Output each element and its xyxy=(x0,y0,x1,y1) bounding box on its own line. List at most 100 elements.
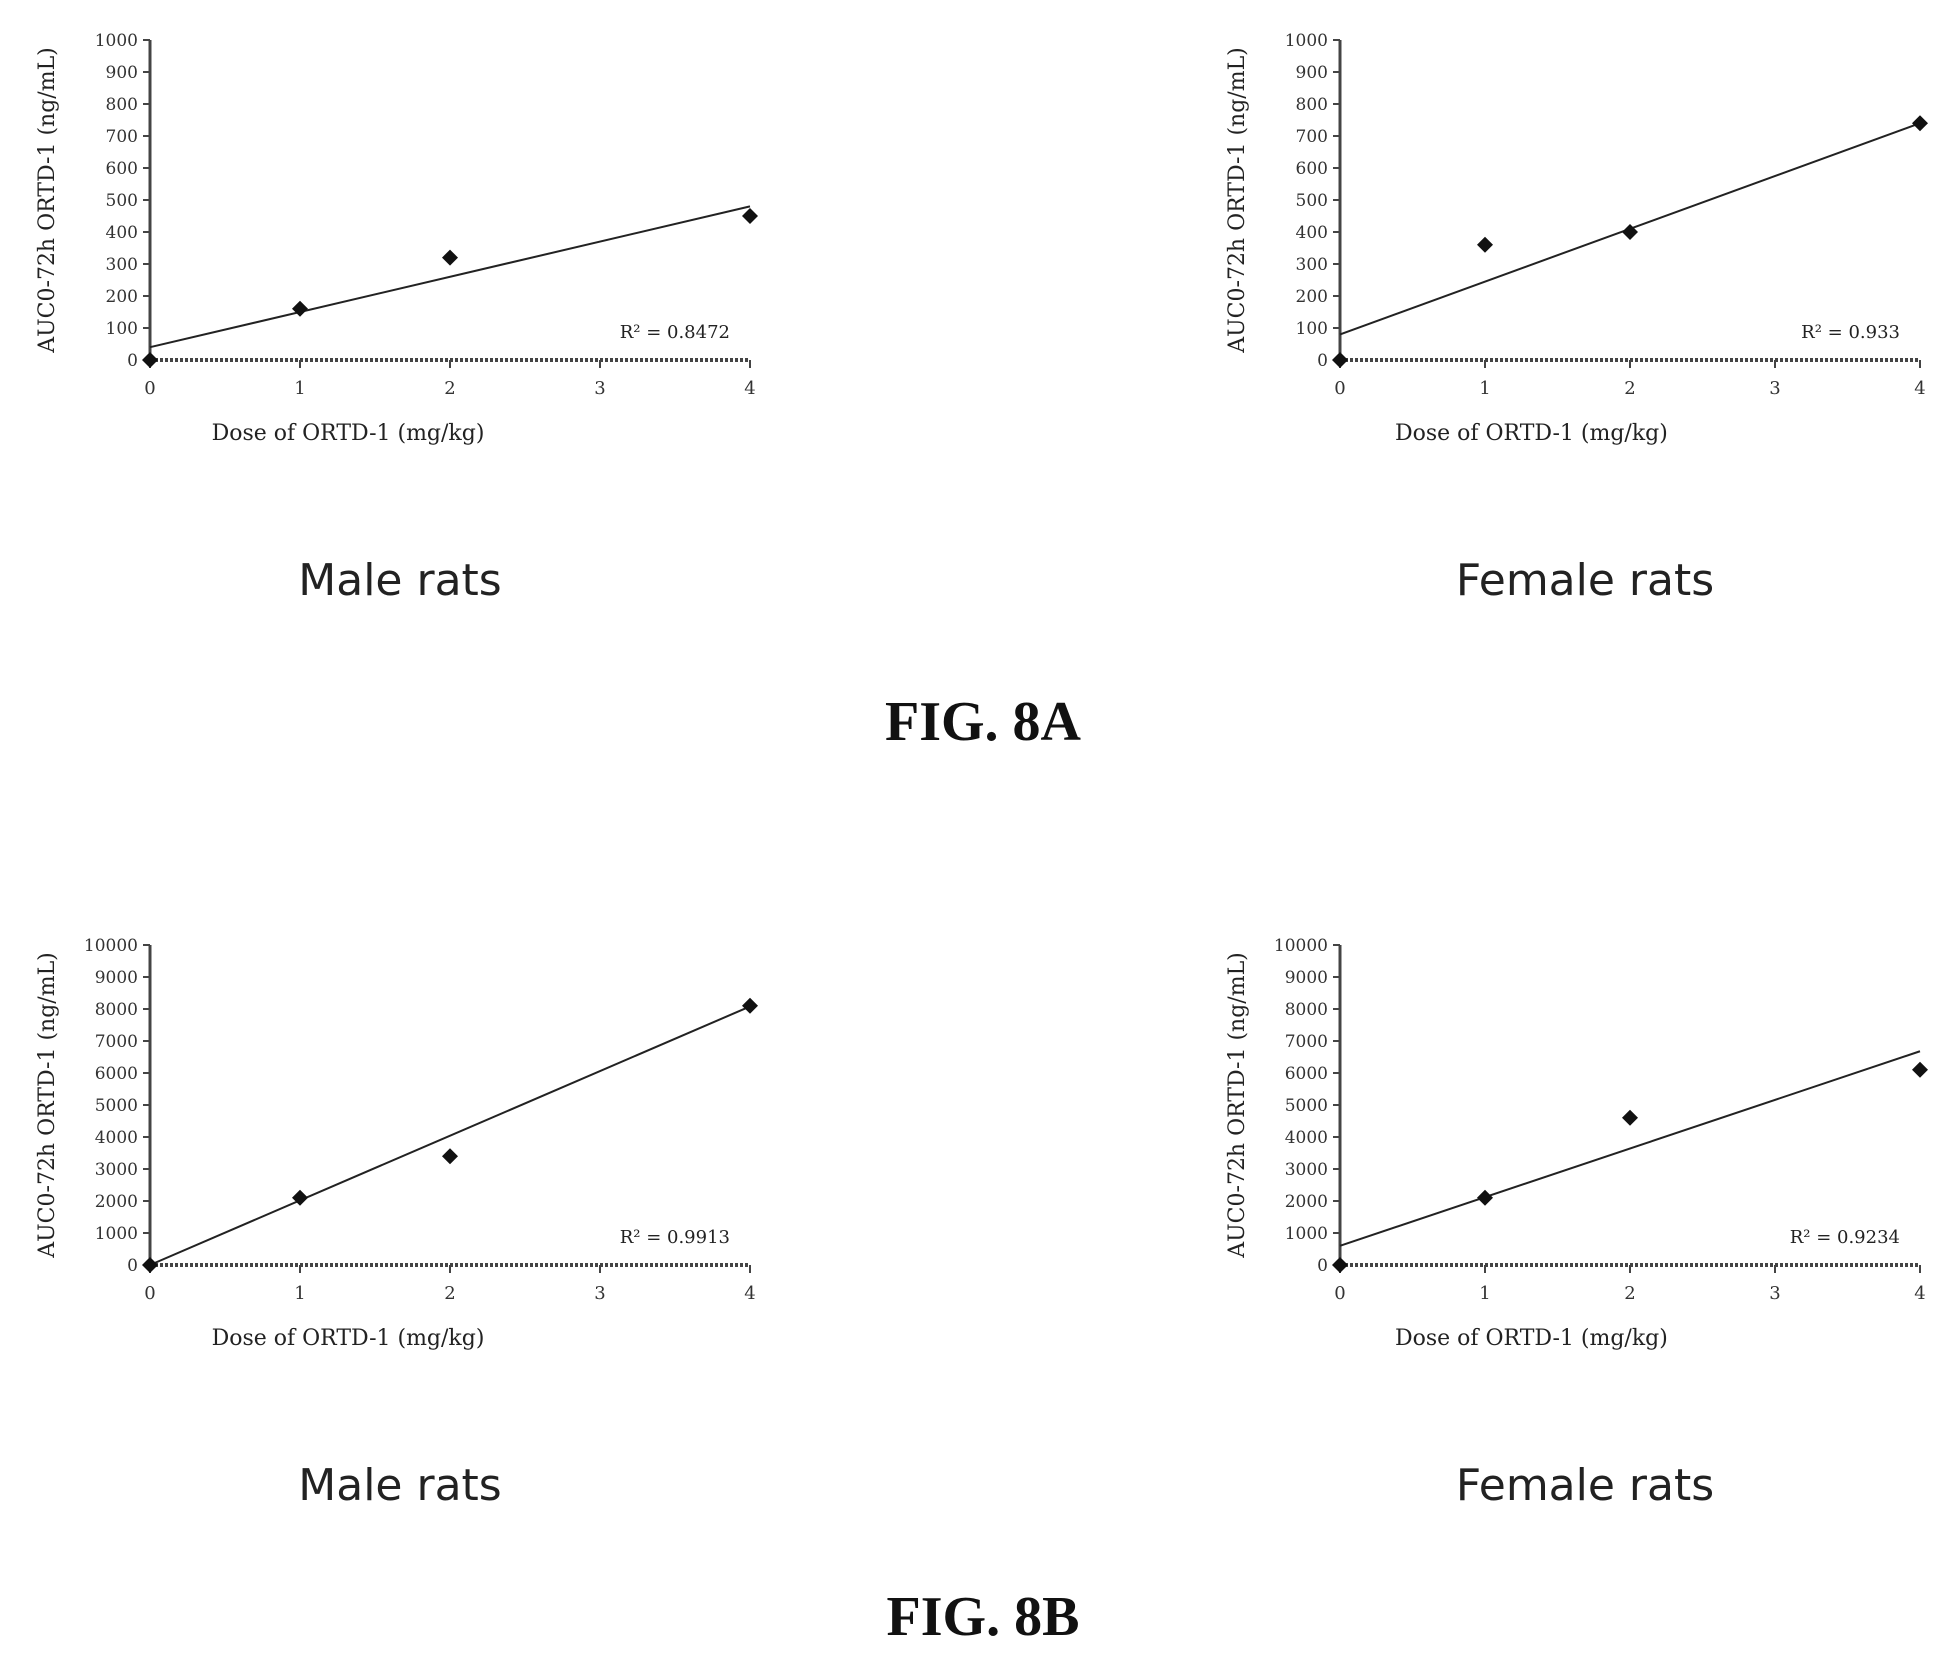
r-squared-label: R² = 0.933 xyxy=(1801,322,1900,343)
y-tick-label: 3000 xyxy=(95,1160,138,1180)
y-tick-label: 7000 xyxy=(95,1032,138,1052)
data-point xyxy=(1912,1061,1928,1078)
y-tick-label: 1000 xyxy=(95,31,138,51)
y-tick-label: 2000 xyxy=(95,1192,138,1212)
y-tick-label: 300 xyxy=(1296,255,1328,275)
chart-caption: Male rats xyxy=(298,1460,502,1511)
data-point xyxy=(442,1148,458,1165)
chart-svg: 0 100 200 300 400 500 600 700 800 900 1000 0 1 2 3 4 Dos… xyxy=(35,31,758,446)
r-squared-label: R² = 0.8472 xyxy=(620,322,730,343)
chart-caption: Male rats xyxy=(298,555,502,606)
data-point xyxy=(1622,224,1638,240)
y-tick-label: 4000 xyxy=(95,1128,138,1148)
x-tick-label: 2 xyxy=(444,378,455,399)
chart-8a-male: 0 100 200 300 400 500 600 700 800 900 1000 0 1 2 3 4 Dos… xyxy=(20,30,760,500)
data-point xyxy=(1477,236,1493,253)
y-tick-label: 10000 xyxy=(84,936,138,956)
y-tick-label: 100 xyxy=(1296,319,1328,339)
y-tick-label: 700 xyxy=(1296,127,1328,147)
y-axis-label: AUC0-72h ORTD-1 (ng/mL) xyxy=(35,47,60,354)
y-tick-label: 2000 xyxy=(1285,1192,1328,1212)
x-tick-label: 0 xyxy=(1334,1283,1345,1304)
data-point xyxy=(742,997,758,1014)
chart-8b-female: 0 1000 2000 3000 4000 5000 6000 7000 8000 9000 100… xyxy=(1210,935,1930,1405)
x-tick-label: 4 xyxy=(1914,378,1925,399)
x-tick-label: 4 xyxy=(1914,1283,1925,1304)
x-tick-label: 0 xyxy=(1334,378,1345,399)
y-tick-label: 400 xyxy=(1296,223,1328,243)
x-axis-label: Dose of ORTD-1 (mg/kg) xyxy=(1395,421,1668,446)
x-tick-label: 0 xyxy=(144,1283,155,1304)
data-point xyxy=(292,1189,308,1206)
x-tick-label: 2 xyxy=(1624,1283,1635,1304)
data-point xyxy=(142,352,158,368)
y-tick-label: 700 xyxy=(106,127,138,147)
y-tick-label: 9000 xyxy=(95,968,138,988)
x-axis-label: Dose of ORTD-1 (mg/kg) xyxy=(212,421,485,446)
chart-8a-female: 0 100 200 300 400 500 600 700 800 900 1000 0 1 2 3 4 Dos… xyxy=(1210,30,1930,500)
x-tick-label: 2 xyxy=(444,1283,455,1304)
y-tick-label: 1000 xyxy=(1285,1224,1328,1244)
x-tick-label: 3 xyxy=(1769,1283,1780,1304)
r-squared-label: R² = 0.9234 xyxy=(1790,1227,1900,1248)
y-tick-label: 800 xyxy=(1296,95,1328,115)
trendline xyxy=(1339,1050,1921,1247)
y-tick-label: 0 xyxy=(127,351,138,371)
x-tick-label: 1 xyxy=(1479,1283,1490,1304)
chart-svg: 0 1000 2000 3000 4000 5000 6000 7000 8000 9000 100… xyxy=(35,936,758,1351)
y-axis-label: AUC0-72h ORTD-1 (ng/mL) xyxy=(1225,47,1250,354)
x-tick-label: 1 xyxy=(294,378,305,399)
y-tick-label: 1000 xyxy=(1285,31,1328,51)
x-tick-label: 1 xyxy=(1479,378,1490,399)
y-tick-label: 5000 xyxy=(1285,1096,1328,1116)
y-tick-label: 8000 xyxy=(1285,1000,1328,1020)
y-tick-label: 100 xyxy=(106,319,138,339)
y-tick-label: 500 xyxy=(1296,191,1328,211)
chart-caption: Female rats xyxy=(1455,555,1715,606)
chart-svg: 0 1000 2000 3000 4000 5000 6000 7000 8000 9000 100… xyxy=(1225,936,1928,1351)
y-tick-label: 5000 xyxy=(95,1096,138,1116)
x-tick-label: 0 xyxy=(144,378,155,399)
figure-label: FIG. 8B xyxy=(886,1586,1080,1648)
x-tick-label: 4 xyxy=(744,1283,755,1304)
y-tick-label: 7000 xyxy=(1285,1032,1328,1052)
data-point xyxy=(1332,352,1348,368)
x-axis-label: Dose of ORTD-1 (mg/kg) xyxy=(1395,1326,1668,1351)
x-axis-label: Dose of ORTD-1 (mg/kg) xyxy=(212,1326,485,1351)
data-point xyxy=(142,1257,158,1273)
trendline xyxy=(149,205,751,349)
x-tick-label: 3 xyxy=(594,1283,605,1304)
y-axis-label: AUC0-72h ORTD-1 (ng/mL) xyxy=(1225,952,1250,1259)
x-tick-label: 2 xyxy=(1624,378,1635,399)
figure-label: FIG. 8A xyxy=(885,691,1081,753)
y-tick-label: 500 xyxy=(106,191,138,211)
y-tick-label: 1000 xyxy=(95,1224,138,1244)
y-tick-label: 200 xyxy=(106,287,138,307)
y-axis-label: AUC0-72h ORTD-1 (ng/mL) xyxy=(35,952,60,1259)
chart-svg: 0 100 200 300 400 500 600 700 800 900 1000 0 1 2 3 4 Dos… xyxy=(1225,31,1928,446)
x-tick-label: 1 xyxy=(294,1283,305,1304)
y-tick-label: 600 xyxy=(1296,159,1328,179)
data-point xyxy=(1912,115,1928,132)
y-tick-label: 4000 xyxy=(1285,1128,1328,1148)
y-tick-label: 9000 xyxy=(1285,968,1328,988)
y-tick-label: 0 xyxy=(1317,351,1328,371)
data-point xyxy=(292,300,308,317)
y-tick-label: 900 xyxy=(106,63,138,83)
x-tick-label: 4 xyxy=(744,378,755,399)
y-tick-label: 900 xyxy=(1296,63,1328,83)
y-tick-label: 200 xyxy=(1296,287,1328,307)
data-point xyxy=(1477,1189,1493,1206)
y-tick-label: 6000 xyxy=(1285,1064,1328,1084)
data-point xyxy=(1332,1257,1348,1273)
y-tick-label: 300 xyxy=(106,255,138,275)
y-tick-label: 600 xyxy=(106,159,138,179)
y-tick-label: 400 xyxy=(106,223,138,243)
x-tick-label: 3 xyxy=(594,378,605,399)
data-point xyxy=(1622,1109,1638,1126)
trendline xyxy=(149,1005,751,1266)
chart-8b-male: 0 1000 2000 3000 4000 5000 6000 7000 8000 9000 100… xyxy=(20,935,760,1405)
y-tick-label: 10000 xyxy=(1274,936,1328,956)
y-tick-label: 8000 xyxy=(95,1000,138,1020)
data-point xyxy=(442,249,458,266)
